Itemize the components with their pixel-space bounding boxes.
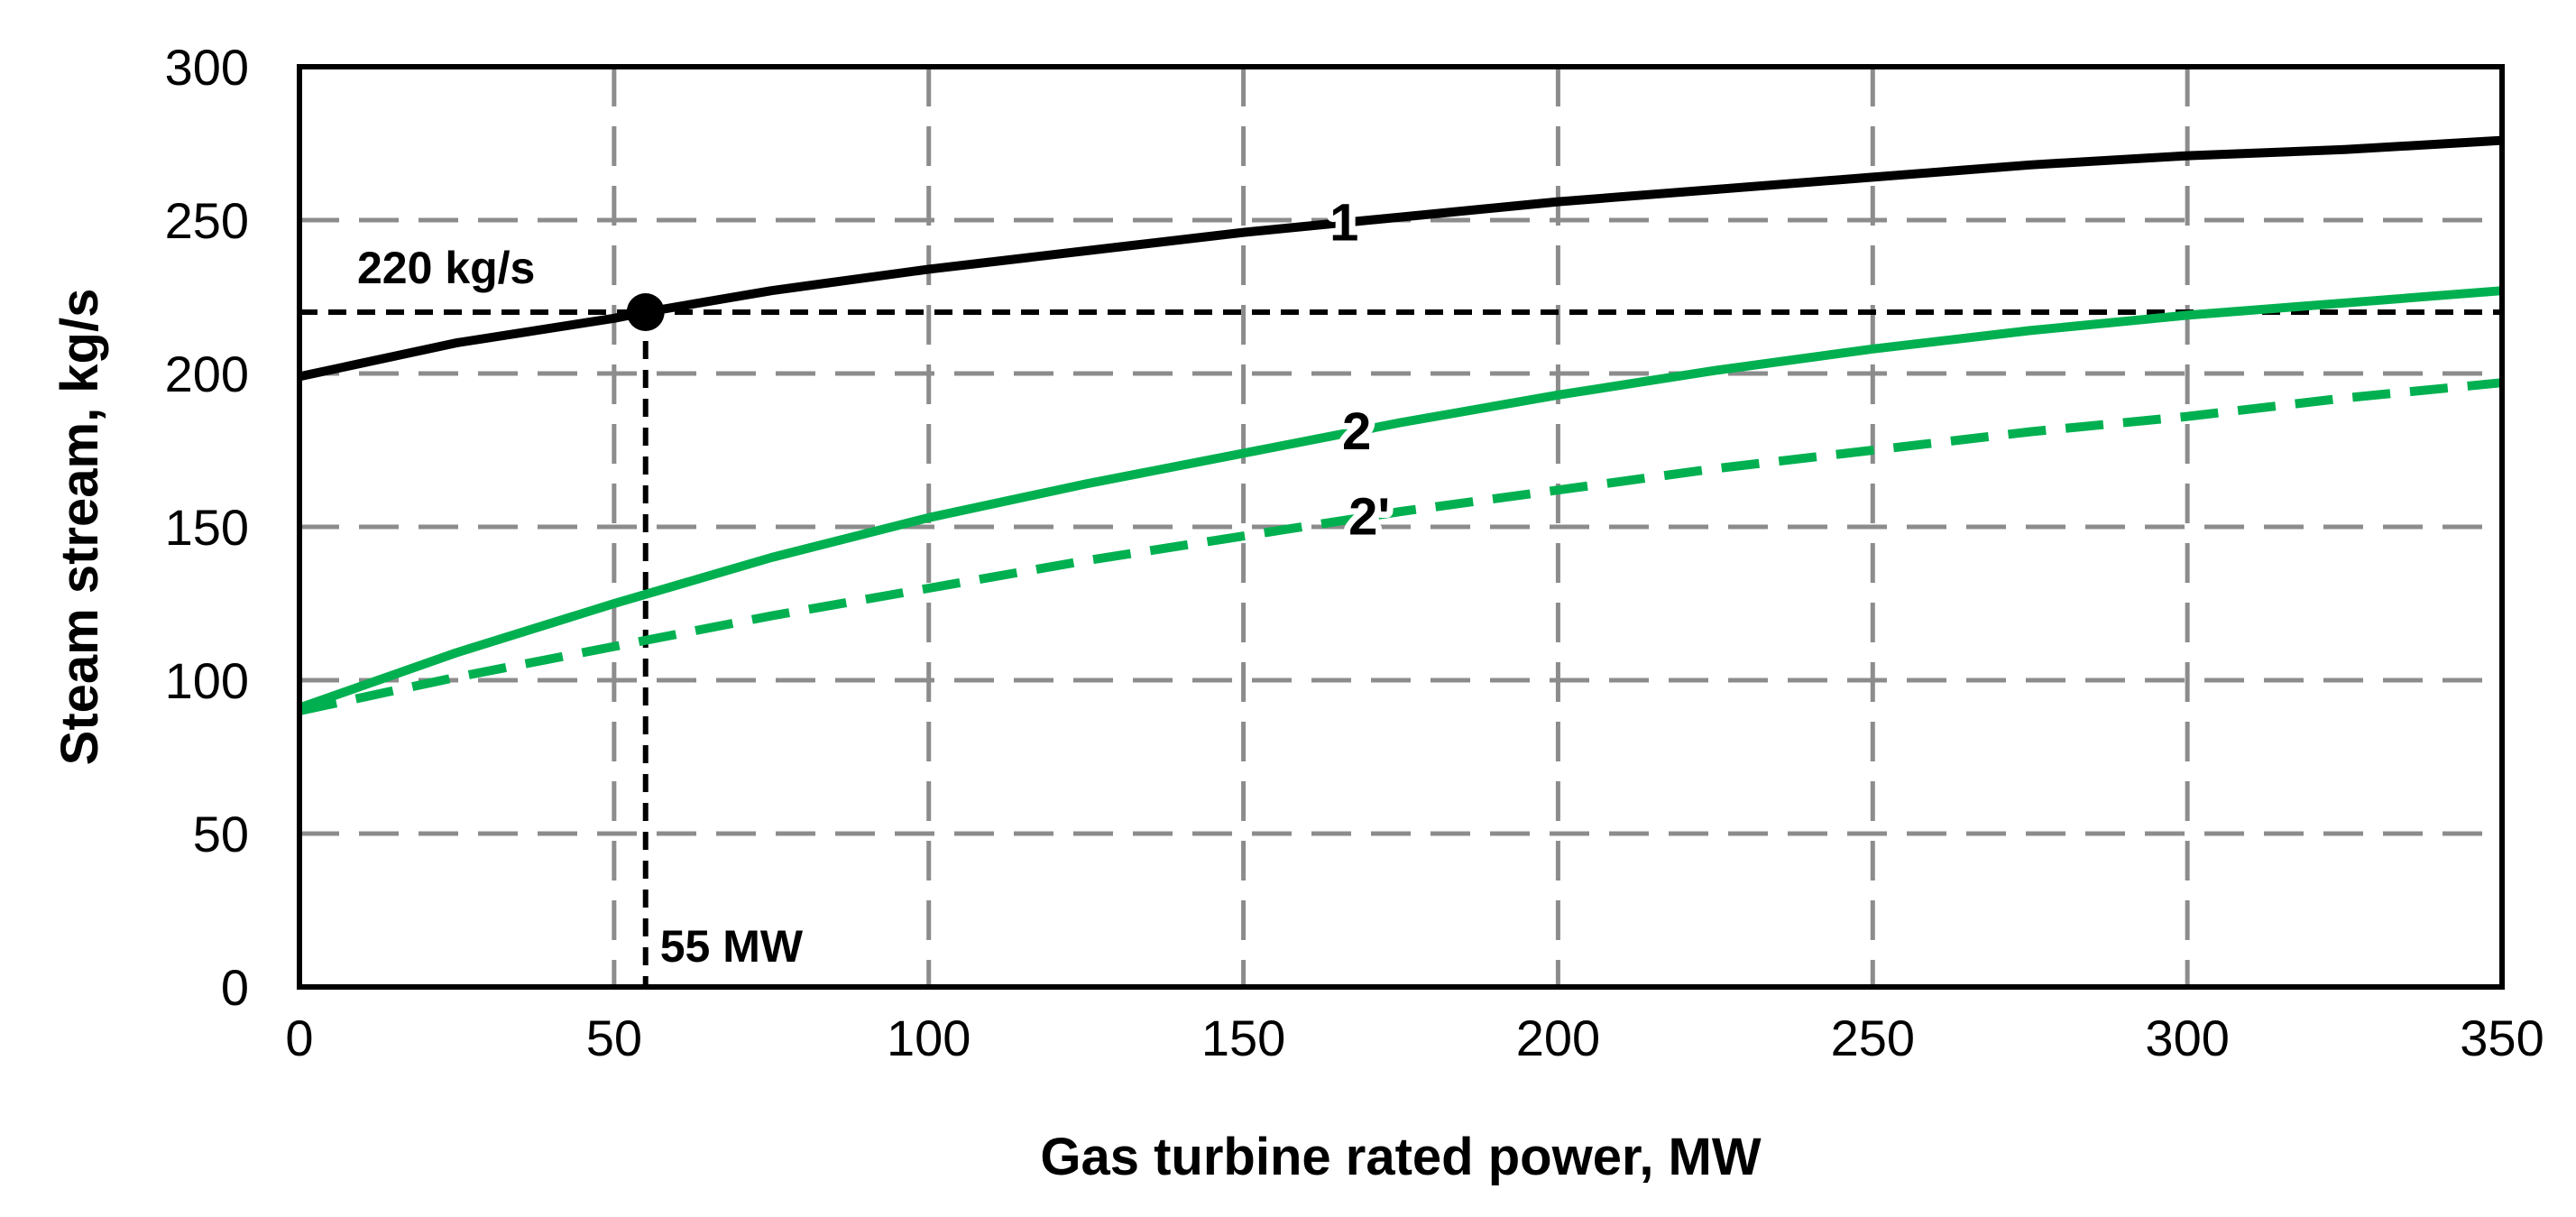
curve-label-1: 1	[1329, 194, 1358, 253]
y-tick-label-250: 250	[165, 192, 249, 249]
series-line-2	[298, 286, 2503, 713]
x-tick-label-200: 200	[1516, 1010, 1600, 1066]
y-axis-title: Steam stream, kg/s	[51, 289, 109, 766]
curve-label-3: 2'	[1348, 487, 1390, 546]
series-line-3	[298, 378, 2503, 715]
plot-area-frame	[297, 64, 2505, 990]
y-tick-label-100: 100	[165, 652, 249, 709]
x-axis-title: Gas turbine rated power, MW	[1040, 1128, 1761, 1186]
x-tick-label-50: 50	[586, 1010, 642, 1066]
reference-point-marker	[626, 293, 665, 331]
y-tick-label-50: 50	[193, 806, 249, 862]
x-axis-tick-labels: 0 50 100 150 200 250 300 350	[285, 1010, 2544, 1066]
x-tick-label-250: 250	[1831, 1010, 1915, 1066]
series-line-1	[298, 135, 2503, 382]
x-tick-label-350: 350	[2460, 1010, 2544, 1066]
curve-label-2: 2	[1342, 402, 1371, 461]
x-tick-label-0: 0	[285, 1010, 313, 1066]
x-tick-label-150: 150	[1201, 1010, 1285, 1066]
y-axis-tick-labels: 0 50 100 150 200 250 300	[165, 39, 249, 1016]
x-tick-label-100: 100	[887, 1010, 971, 1066]
series-layer	[298, 135, 2503, 715]
y-tick-label-0: 0	[221, 959, 249, 1016]
annotation-220-kgs: 220 kg/s	[357, 243, 535, 293]
annotation-55-mw: 55 MW	[660, 921, 804, 972]
grid	[299, 67, 2502, 987]
y-tick-label-200: 200	[165, 346, 249, 402]
x-tick-label-300: 300	[2145, 1010, 2229, 1066]
y-tick-label-300: 300	[165, 39, 249, 96]
reference-lines	[299, 309, 2502, 987]
y-tick-label-150: 150	[165, 499, 249, 556]
curve-labels: 1 2 2'	[1323, 188, 1396, 553]
